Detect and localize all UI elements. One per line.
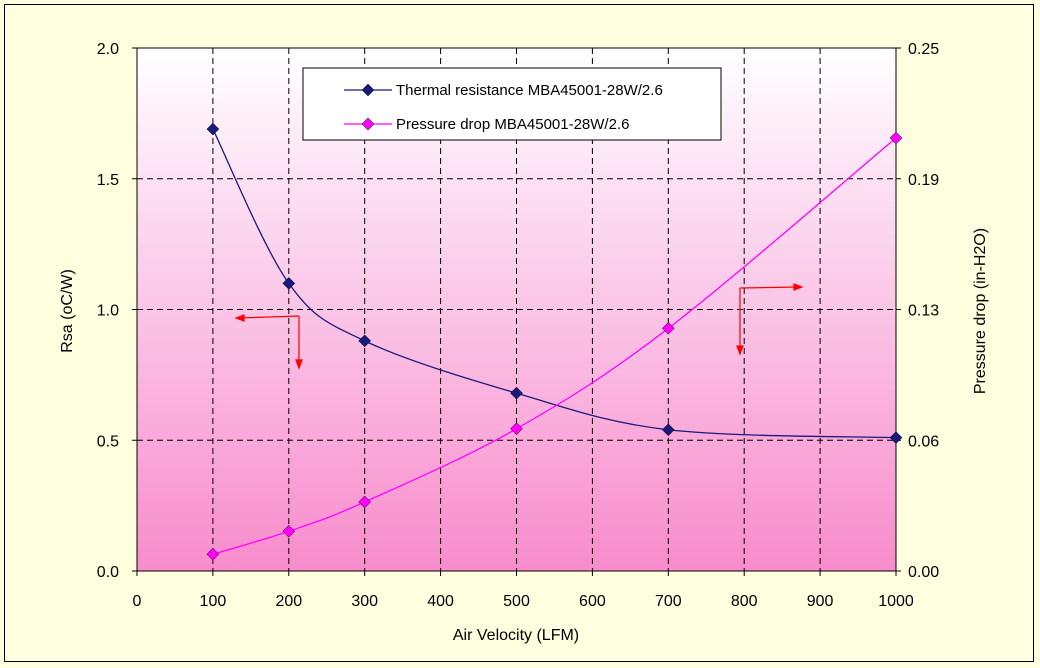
- series: [206, 122, 903, 561]
- right-axis-arrow: [736, 283, 804, 356]
- legend-label-pressure: Pressure drop MBA45001-28W/2.6: [396, 116, 629, 133]
- y2-tick-label: 0.06: [908, 433, 939, 450]
- axes: 0 100 200 300 400 500 600 700 800 900 1000 0.0 0.5 1.…: [97, 41, 939, 610]
- series-point-1: [358, 495, 372, 509]
- x-axis-title: Air Velocity (LFM): [453, 627, 579, 644]
- series-point-0: [282, 276, 296, 290]
- x-tick-label: 300: [351, 593, 378, 610]
- y2-tick-label: 0.00: [908, 564, 939, 581]
- y-tick-label: 2.0: [97, 41, 119, 58]
- series-point-0: [510, 386, 523, 400]
- x-tick-label: 800: [731, 593, 758, 610]
- series-point-1: [889, 131, 903, 145]
- x-tick-label: 400: [427, 593, 454, 610]
- x-tick-label: 900: [807, 593, 834, 610]
- x-tick-label: 1000: [878, 593, 914, 610]
- legend-marker-thermal: [361, 83, 375, 97]
- x-tick-label: 500: [503, 593, 530, 610]
- series-point-0: [358, 334, 372, 348]
- y-tick-label: 1.5: [97, 172, 119, 189]
- series-line-0: [212, 128, 897, 439]
- y2-tick-label: 0.19: [908, 172, 939, 189]
- series-point-1: [282, 524, 296, 538]
- legend-label-thermal: Thermal resistance MBA45001-28W/2.6: [396, 82, 663, 99]
- x-tick-label: 700: [655, 593, 682, 610]
- y-tick-label: 1.0: [97, 303, 119, 320]
- x-tick-label: 100: [200, 593, 227, 610]
- series-point-1: [510, 422, 523, 436]
- y2-tick-label: 0.13: [908, 303, 939, 320]
- legend-marker-pressure: [361, 117, 375, 131]
- y-tick-label: 0.5: [97, 433, 119, 450]
- y-axis-title: Rsa (oC/W): [59, 269, 76, 353]
- series-point-1: [661, 321, 675, 335]
- x-tick-label: 600: [579, 593, 606, 610]
- y-tick-label: 0.0: [97, 564, 119, 581]
- legend: Thermal resistance MBA45001-28W/2.6 Pres…: [302, 67, 722, 141]
- series-point-0: [889, 431, 903, 444]
- series-point-0: [661, 423, 675, 437]
- series-point-1: [206, 547, 220, 561]
- grid-lines: [137, 48, 896, 571]
- legend-box: [302, 67, 722, 141]
- left-axis-arrow: [234, 314, 303, 370]
- series-point-0: [206, 122, 220, 136]
- x-tick-label: 200: [275, 593, 302, 610]
- y2-axis-title: Pressure drop (in-H2O): [972, 228, 989, 394]
- x-tick-label: 0: [133, 593, 142, 610]
- y2-tick-label: 0.25: [908, 41, 939, 58]
